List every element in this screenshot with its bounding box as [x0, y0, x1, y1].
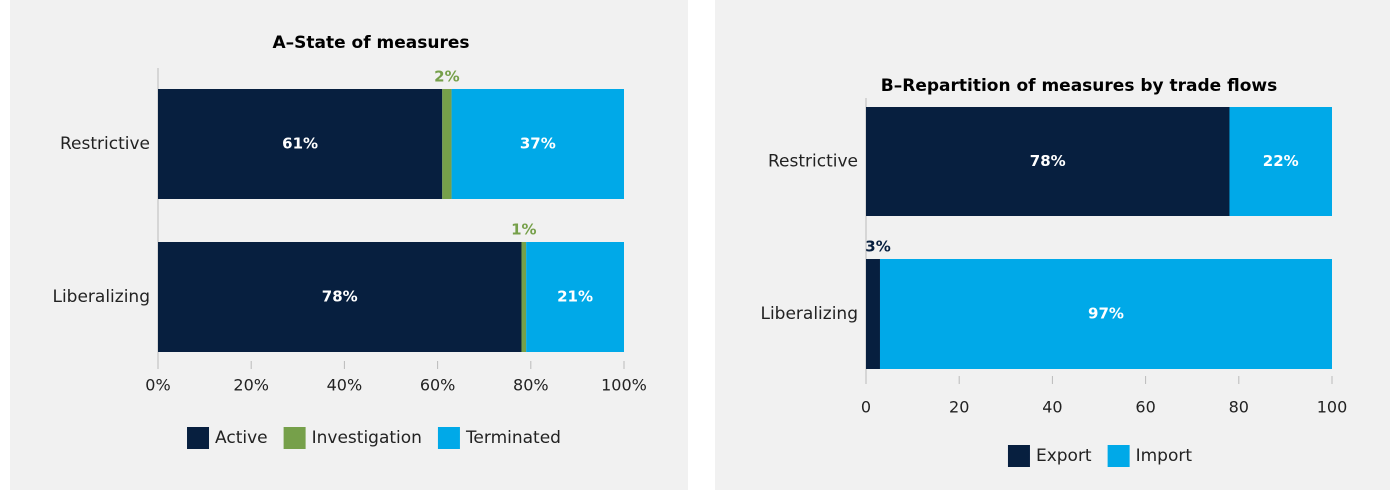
legend-label: Terminated — [465, 428, 561, 448]
bar-segment — [1229, 107, 1332, 216]
data-label: 61% — [282, 135, 318, 153]
legend-swatch — [283, 427, 306, 449]
bar-segment — [158, 89, 443, 199]
data-label: 2% — [434, 68, 459, 86]
bar-segment — [526, 242, 624, 352]
data-label: 37% — [520, 135, 556, 153]
data-label: 1% — [511, 221, 536, 239]
x-tick-label: 40 — [1042, 398, 1062, 417]
legend-label: Import — [1136, 446, 1193, 466]
bar-segment — [879, 259, 1332, 369]
bar-segment — [521, 242, 527, 352]
bar-segment — [866, 107, 1230, 216]
x-tick-label: 100% — [601, 376, 647, 395]
data-label: 78% — [1030, 152, 1066, 170]
data-label: 3% — [865, 238, 890, 256]
legend-swatch — [437, 427, 460, 449]
legend-swatch — [1107, 445, 1130, 467]
legend-swatch — [187, 427, 210, 449]
x-tick-label: 20% — [233, 376, 269, 395]
x-tick-label: 80 — [1229, 398, 1249, 417]
x-tick-label: 60% — [420, 376, 456, 395]
x-tick-label: 100 — [1317, 398, 1348, 417]
category-label: Restrictive — [768, 152, 858, 172]
category-label: Liberalizing — [760, 304, 858, 324]
chart-title: A–State of measures — [272, 33, 469, 53]
x-tick-label: 0 — [861, 398, 871, 417]
legend-label: Export — [1036, 446, 1092, 466]
legend-label: Investigation — [312, 428, 422, 448]
legend-swatch — [1007, 445, 1030, 467]
x-tick-label: 0% — [145, 376, 170, 395]
chart-title: B–Repartition of measures by trade flows — [881, 76, 1277, 96]
category-label: Restrictive — [60, 134, 150, 154]
panel-b — [715, 0, 1390, 490]
x-tick-label: 80% — [513, 376, 549, 395]
legend-label: Active — [215, 428, 268, 448]
data-label: 97% — [1088, 305, 1124, 323]
bar-segment — [866, 259, 880, 369]
x-tick-label: 60 — [1135, 398, 1155, 417]
category-label: Liberalizing — [52, 287, 150, 307]
bar-segment — [158, 242, 522, 352]
data-label: 22% — [1263, 152, 1299, 170]
data-label: 78% — [322, 288, 358, 306]
x-tick-label: 40% — [327, 376, 363, 395]
bar-segment — [451, 89, 624, 199]
data-label: 21% — [557, 288, 593, 306]
bar-segment — [442, 89, 452, 199]
x-tick-label: 20 — [949, 398, 969, 417]
